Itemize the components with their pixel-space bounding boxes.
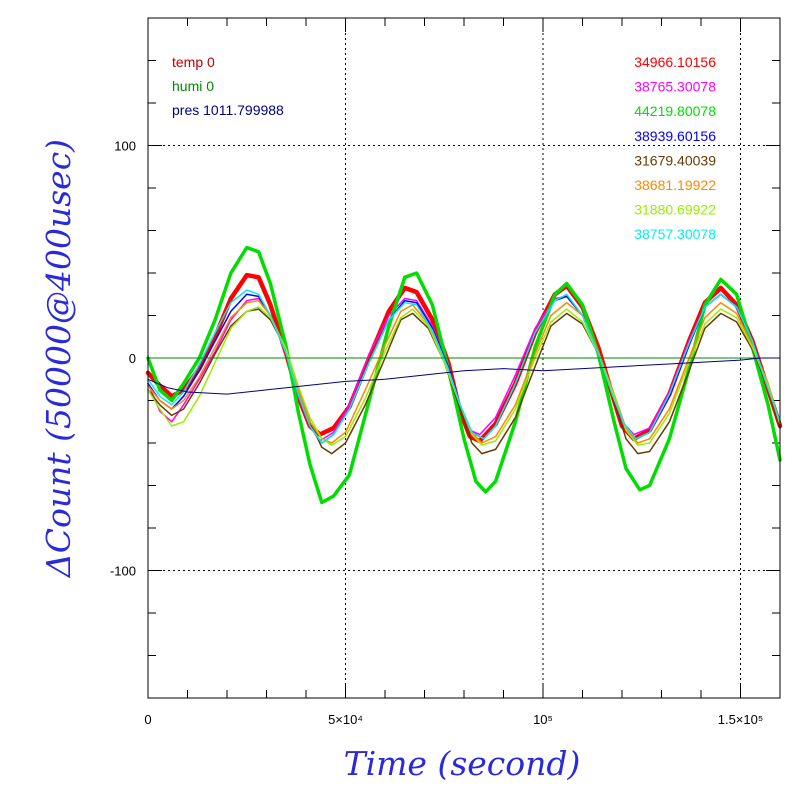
tick-labels: 0 5×10⁴ 10⁵ 1.5×10⁵ 100 0 -100 <box>110 139 763 728</box>
series-legend-entry: 38765.30078 <box>634 79 716 95</box>
y-tick-label: -100 <box>110 564 136 579</box>
series-lines <box>145 245 783 505</box>
series-line <box>146 245 782 505</box>
x-tick-label: 1.5×10⁵ <box>718 712 764 727</box>
x-tick-label: 5×10⁴ <box>328 712 363 727</box>
series-legend-entry: 31679.40039 <box>634 152 716 168</box>
series-legend-entry: 38939.60156 <box>634 128 716 144</box>
env-legend-entry: pres 1011.799988 <box>172 102 284 118</box>
y-tick-label: 0 <box>129 351 136 366</box>
series-legend-entry: 38757.30078 <box>634 226 716 242</box>
x-axis-title: Time (second) <box>344 744 581 783</box>
series-legend: 34966.10156 38765.30078 44219.80078 38939.6… <box>634 54 716 242</box>
plot-frame <box>147 17 781 699</box>
y-axis-title: ΔCount (50000@400usec) <box>39 139 78 579</box>
series-legend-entry: 34966.10156 <box>634 54 716 70</box>
series-line <box>147 306 781 446</box>
env-legend-entry: temp 0 <box>172 54 215 70</box>
x-tick-label: 10⁵ <box>533 712 553 727</box>
series-legend-entry: 31880.69922 <box>634 202 716 218</box>
series-legend-entry: 38681.19922 <box>634 177 716 193</box>
env-legend-entry: humi 0 <box>172 78 214 94</box>
series-line <box>147 357 781 395</box>
series-line <box>147 289 781 444</box>
env-legend: temp 0 humi 0 pres 1011.799988 <box>172 54 284 118</box>
series-legend-entry: 44219.80078 <box>634 103 716 119</box>
x-tick-label: 0 <box>144 712 151 727</box>
y-tick-label: 100 <box>114 139 136 154</box>
